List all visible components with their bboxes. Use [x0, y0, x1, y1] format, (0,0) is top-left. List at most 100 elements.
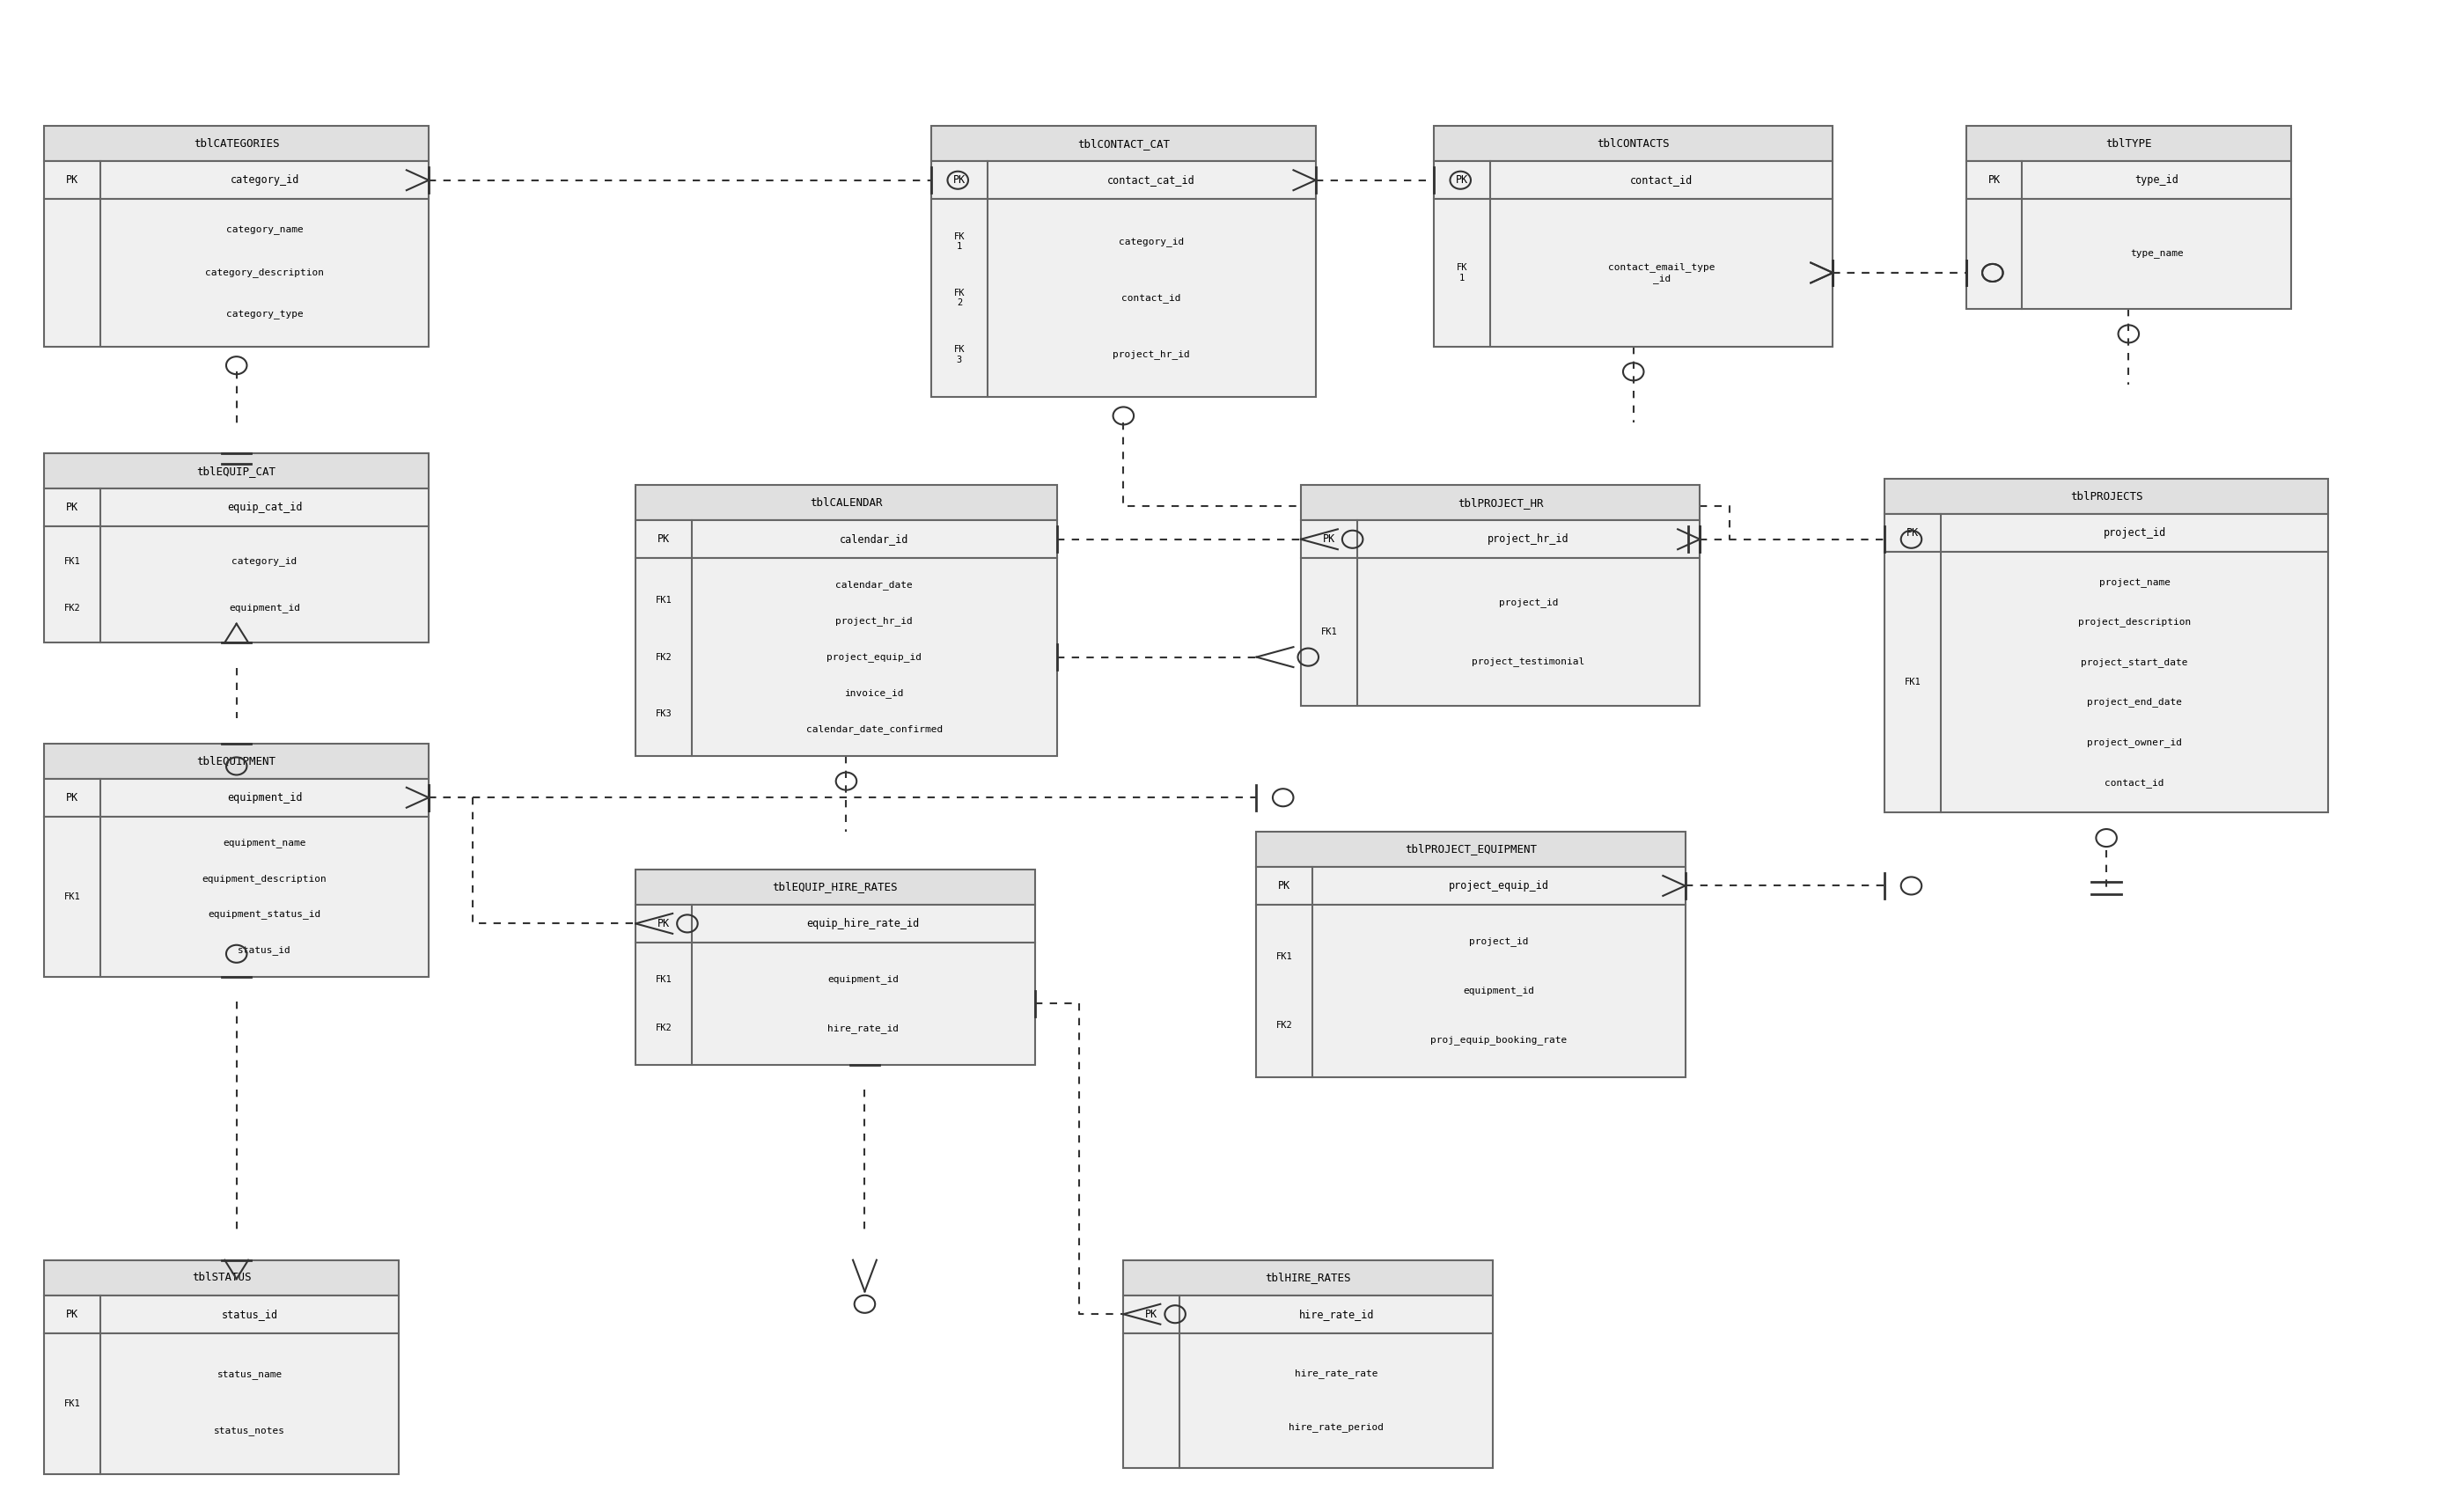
- Text: project_owner_id: project_owner_id: [2088, 738, 2183, 747]
- Text: PK: PK: [954, 174, 966, 186]
- Text: calendar_id: calendar_id: [839, 534, 910, 544]
- Bar: [44, 454, 429, 488]
- Text: PK: PK: [1456, 174, 1468, 186]
- Text: PK: PK: [66, 1308, 78, 1320]
- Bar: [637, 485, 1056, 520]
- Bar: [44, 162, 429, 200]
- Bar: [44, 779, 429, 816]
- Bar: [44, 1296, 400, 1334]
- Text: status_id: status_id: [222, 1308, 278, 1320]
- Text: equipment_name: equipment_name: [222, 838, 307, 848]
- Bar: [1966, 125, 2290, 162]
- Text: PK: PK: [1907, 528, 1919, 538]
- Bar: [1256, 904, 1685, 1077]
- Text: tblSTATUS: tblSTATUS: [193, 1272, 251, 1284]
- Text: status_id: status_id: [239, 945, 290, 954]
- Text: FK
3: FK 3: [954, 345, 966, 364]
- Text: equipment_id: equipment_id: [227, 792, 302, 803]
- Text: FK2: FK2: [656, 653, 673, 661]
- Text: project_equip_id: project_equip_id: [1449, 880, 1549, 892]
- Bar: [1434, 200, 1834, 346]
- Text: FK1: FK1: [63, 892, 80, 901]
- Bar: [637, 904, 1034, 942]
- Text: FK
1: FK 1: [954, 231, 966, 251]
- Bar: [1124, 1334, 1493, 1468]
- Text: FK1: FK1: [1319, 627, 1337, 637]
- Text: hire_rate_id: hire_rate_id: [1298, 1308, 1373, 1320]
- Text: tblHIRE_RATES: tblHIRE_RATES: [1266, 1272, 1351, 1284]
- Bar: [1966, 200, 2290, 308]
- Text: project_equip_id: project_equip_id: [827, 652, 922, 662]
- Text: project_description: project_description: [2078, 617, 2190, 627]
- Bar: [44, 816, 429, 977]
- Text: equipment_status_id: equipment_status_id: [207, 910, 322, 919]
- Text: equip_hire_rate_id: equip_hire_rate_id: [807, 918, 920, 930]
- Bar: [637, 942, 1034, 1064]
- Text: tblPROJECTS: tblPROJECTS: [2071, 491, 2144, 502]
- Bar: [44, 1334, 400, 1474]
- Text: tblEQUIP_CAT: tblEQUIP_CAT: [198, 466, 276, 476]
- Text: hire_rate_period: hire_rate_period: [1288, 1423, 1383, 1432]
- Bar: [1434, 162, 1834, 200]
- Bar: [44, 744, 429, 779]
- Text: tblTYPE: tblTYPE: [2105, 138, 2151, 150]
- Bar: [1300, 485, 1700, 520]
- Text: project_hr_id: project_hr_id: [837, 617, 912, 626]
- Text: status_name: status_name: [217, 1371, 283, 1380]
- Text: tblPROJECT_HR: tblPROJECT_HR: [1459, 497, 1544, 508]
- Text: category_type: category_type: [227, 310, 302, 319]
- Text: project_id: project_id: [1498, 597, 1559, 608]
- Bar: [1300, 558, 1700, 706]
- Bar: [44, 488, 429, 526]
- Text: project_start_date: project_start_date: [2080, 658, 2188, 667]
- Bar: [932, 125, 1315, 162]
- Bar: [932, 162, 1315, 200]
- Text: PK: PK: [659, 534, 671, 544]
- Bar: [637, 558, 1056, 756]
- Text: contact_cat_id: contact_cat_id: [1107, 174, 1195, 186]
- Text: contact_email_type
_id: contact_email_type _id: [1607, 263, 1715, 283]
- Text: FK2: FK2: [656, 1024, 673, 1033]
- Text: PK: PK: [66, 502, 78, 514]
- Text: contact_id: contact_id: [1629, 174, 1693, 186]
- Text: status_notes: status_notes: [215, 1427, 285, 1436]
- Bar: [1885, 479, 2329, 514]
- Bar: [44, 200, 429, 346]
- Bar: [1885, 552, 2329, 813]
- Bar: [1256, 866, 1685, 904]
- Text: FK
1: FK 1: [1456, 263, 1468, 283]
- Text: hire_rate_id: hire_rate_id: [827, 1024, 900, 1033]
- Text: tblEQUIPMENT: tblEQUIPMENT: [198, 756, 276, 767]
- Text: PK: PK: [659, 918, 671, 930]
- Text: equip_cat_id: equip_cat_id: [227, 502, 302, 514]
- Text: project_name: project_name: [2100, 578, 2171, 587]
- Text: PK: PK: [1146, 1308, 1159, 1320]
- Bar: [44, 526, 429, 643]
- Text: PK: PK: [1322, 534, 1334, 544]
- Bar: [44, 125, 429, 162]
- Text: project_end_date: project_end_date: [2088, 697, 2183, 708]
- Text: FK2: FK2: [1276, 1021, 1293, 1030]
- Text: calendar_date: calendar_date: [837, 581, 912, 590]
- Text: FK
2: FK 2: [954, 289, 966, 307]
- Text: proj_equip_booking_rate: proj_equip_booking_rate: [1432, 1036, 1568, 1045]
- Text: type_name: type_name: [2129, 249, 2183, 259]
- Text: contact_id: contact_id: [1122, 293, 1180, 302]
- Text: equipment_id: equipment_id: [1463, 986, 1534, 996]
- Bar: [1124, 1296, 1493, 1334]
- Text: FK3: FK3: [656, 709, 673, 718]
- Text: project_id: project_id: [2102, 528, 2166, 538]
- Text: project_testimonial: project_testimonial: [1473, 656, 1585, 667]
- Text: equipment_id: equipment_id: [827, 974, 900, 984]
- Bar: [932, 200, 1315, 398]
- Bar: [1300, 520, 1700, 558]
- Text: FK1: FK1: [63, 1399, 80, 1408]
- Text: equipment_description: equipment_description: [202, 874, 327, 883]
- Text: project_id: project_id: [1468, 937, 1529, 947]
- Bar: [637, 869, 1034, 904]
- Text: project_hr_id: project_hr_id: [1488, 534, 1568, 544]
- Text: category_id: category_id: [232, 556, 298, 567]
- Text: category_name: category_name: [227, 227, 302, 236]
- Text: FK1: FK1: [1276, 953, 1293, 960]
- Bar: [1434, 125, 1834, 162]
